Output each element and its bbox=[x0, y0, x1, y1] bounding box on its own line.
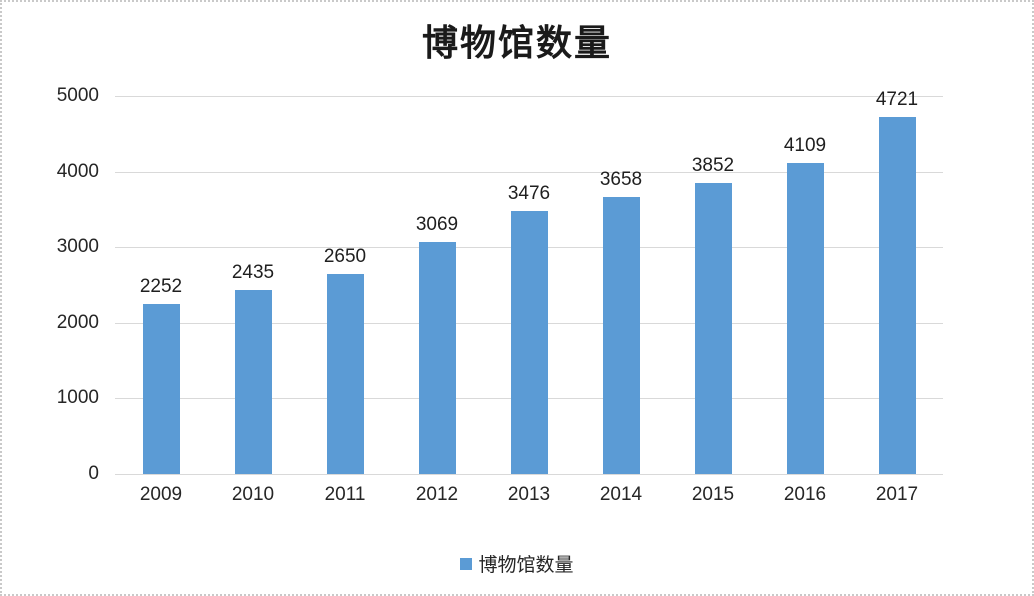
y-axis-tick-labels: 0 1000 2000 3000 4000 5000 bbox=[2, 85, 99, 484]
legend-swatch-icon bbox=[460, 557, 473, 570]
bar-2013 bbox=[510, 211, 548, 474]
bar-2010 bbox=[234, 289, 272, 474]
value-label: 4109 bbox=[783, 135, 827, 157]
x-tick-label: 2010 bbox=[231, 484, 275, 505]
legend: 博物馆数量 bbox=[2, 550, 1032, 577]
legend-label: 博物馆数量 bbox=[478, 555, 574, 576]
x-tick-label: 2013 bbox=[507, 484, 551, 505]
value-label: 3658 bbox=[599, 169, 643, 191]
y-tick-label: 5000 bbox=[56, 85, 99, 106]
x-axis-tick-labels: 2009 2010 2011 2012 2013 2014 2015 2016 2017 bbox=[115, 484, 943, 508]
gridline bbox=[115, 474, 943, 475]
y-tick-label: 1000 bbox=[56, 387, 99, 409]
plot-area: 2252 2435 2650 3069 3476 3658 3852 4109 4721 bbox=[115, 89, 943, 475]
bar-2016 bbox=[786, 163, 824, 474]
x-tick-label: 2009 bbox=[139, 484, 183, 505]
y-tick-label: 0 bbox=[88, 463, 99, 484]
gridline bbox=[115, 171, 943, 173]
bar-2011 bbox=[326, 273, 364, 474]
bar-2009 bbox=[142, 303, 180, 474]
value-label: 3852 bbox=[691, 154, 735, 176]
chart-title: 博物馆数量 bbox=[421, 22, 612, 64]
value-label: 2435 bbox=[231, 261, 275, 283]
x-tick-label: 2012 bbox=[415, 484, 459, 505]
x-tick-label: 2011 bbox=[324, 484, 366, 505]
value-label: 3069 bbox=[415, 213, 459, 235]
bar-2017 bbox=[878, 117, 916, 474]
x-tick-label: 2016 bbox=[783, 484, 827, 505]
x-tick-label: 2017 bbox=[875, 484, 919, 505]
x-tick-label: 2015 bbox=[691, 484, 735, 505]
x-tick-label: 2014 bbox=[599, 484, 643, 505]
y-tick-label: 3000 bbox=[56, 236, 99, 258]
gridline bbox=[115, 96, 943, 97]
y-tick-label: 2000 bbox=[56, 311, 99, 333]
value-label: 2252 bbox=[139, 275, 183, 297]
y-tick-label: 4000 bbox=[56, 160, 99, 182]
value-label: 4721 bbox=[875, 89, 919, 111]
bar-2014 bbox=[602, 197, 640, 474]
value-label: 3476 bbox=[507, 183, 551, 205]
value-label: 2650 bbox=[323, 245, 367, 267]
bar-2012 bbox=[418, 241, 456, 474]
bar-2015 bbox=[694, 182, 732, 474]
